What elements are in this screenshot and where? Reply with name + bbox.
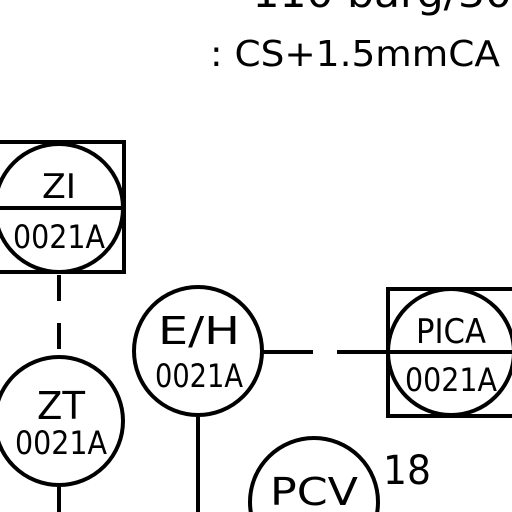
instrument-pica[interactable]: PICA 0021A (386, 287, 512, 418)
zi-tag: ZI (42, 167, 76, 207)
pica-number: 0021A (405, 361, 497, 399)
eh-bubble (132, 285, 264, 417)
zi-number: 0021A (13, 218, 105, 256)
pcv-bubble (248, 436, 380, 512)
header-line-2: : CS+1.5mmCA (210, 34, 500, 75)
eh-number: 0021A (155, 357, 243, 395)
zt-bubble (0, 355, 125, 487)
instrument-zt[interactable]: ZT 0021A (0, 355, 125, 487)
pica-tag: PICA (416, 312, 486, 352)
zt-tag: ZT (37, 384, 85, 428)
zt-number: 0021A (15, 424, 107, 462)
pcv-number: 18 (383, 448, 431, 494)
instrument-pcv[interactable]: PCV 18 (248, 436, 431, 512)
pcv-tag: PCV (270, 470, 359, 512)
header-line-1: • 110 barg/30 (214, 0, 512, 17)
instrument-eh[interactable]: E/H 0021A (132, 285, 264, 417)
eh-tag: E/H (158, 309, 240, 353)
instrument-zi[interactable]: ZI 0021A (0, 140, 126, 274)
